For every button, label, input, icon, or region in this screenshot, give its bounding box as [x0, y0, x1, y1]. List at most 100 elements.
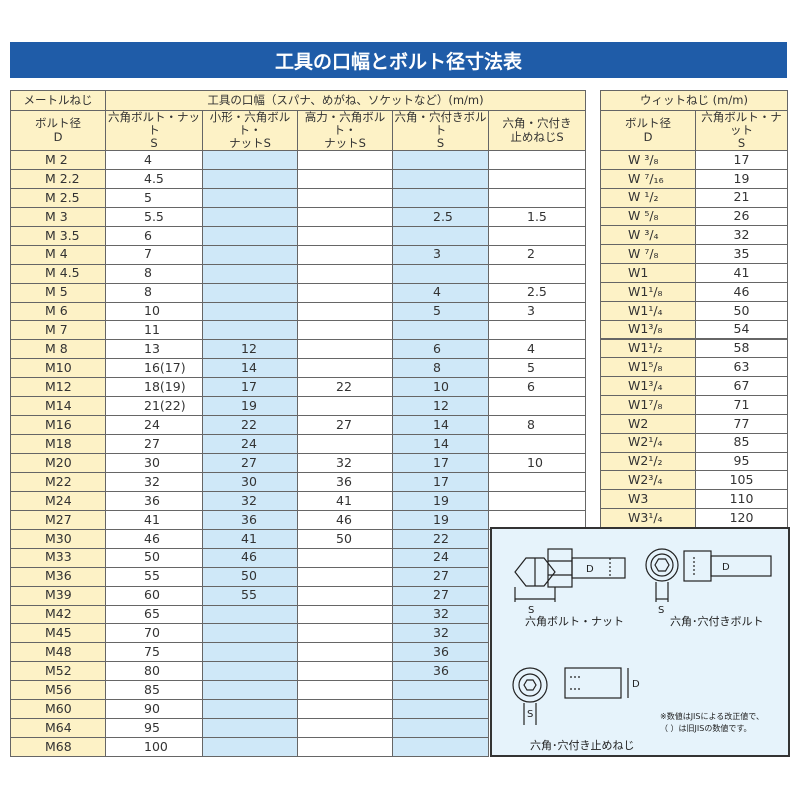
cell: 35: [695, 244, 788, 265]
row-header: M45: [10, 623, 106, 644]
cell: 7: [105, 244, 203, 265]
cell: [392, 168, 489, 189]
dimension-letter: D: [586, 564, 594, 575]
cell: 6: [105, 225, 203, 246]
cell: [392, 225, 489, 246]
cell: 14: [392, 434, 489, 454]
row-header: W2¹/₂: [600, 451, 696, 472]
cell: 3: [392, 244, 489, 265]
cell: 27: [105, 434, 203, 454]
row-header: M30: [10, 528, 106, 549]
row-header: M36: [10, 566, 106, 587]
cell: 36: [202, 509, 298, 530]
cell: 21(22): [105, 396, 203, 417]
row-header: W1⁷/₈: [600, 395, 696, 415]
cell: [297, 206, 393, 227]
cell: 54: [695, 319, 788, 340]
cell: 55: [202, 585, 298, 606]
diagram-label: 六角･穴付きボルト: [670, 614, 764, 628]
cell: 2: [488, 244, 586, 265]
cell: [488, 150, 586, 170]
cell: 24: [105, 415, 203, 436]
row-header: M 8: [10, 339, 106, 360]
cell: [488, 490, 586, 511]
row-header: M 5: [10, 282, 106, 303]
row-header: M 6: [10, 301, 106, 322]
cell: [392, 187, 489, 208]
row-header: W2¹/₄: [600, 432, 696, 453]
cell: [392, 263, 489, 284]
cell: 19: [695, 168, 788, 189]
socket-bolt-drawing: [645, 548, 772, 602]
cell: [202, 680, 298, 701]
row-header: M68: [10, 737, 106, 757]
cell: 24: [392, 547, 489, 568]
cell: 8: [105, 282, 203, 303]
cell: [297, 282, 393, 303]
cell: 6: [488, 377, 586, 398]
cell: [297, 680, 393, 701]
cell: 19: [202, 396, 298, 417]
cell: [202, 642, 298, 663]
cell: [202, 225, 298, 246]
cell: 90: [105, 699, 203, 720]
cell: 32: [392, 604, 489, 625]
cell: 22: [202, 415, 298, 436]
row-header: M 7: [10, 320, 106, 341]
row-header: M48: [10, 642, 106, 663]
cell: 50: [105, 547, 203, 568]
row-header: M64: [10, 718, 106, 739]
cell: 50: [695, 300, 788, 321]
cell: [202, 150, 298, 170]
cell: 3: [488, 301, 586, 322]
cell: 50: [297, 528, 393, 549]
row-header: W1⁵/₈: [600, 357, 696, 378]
row-header: W ⁵/₈: [600, 206, 696, 227]
cell: 60: [105, 585, 203, 606]
cell: 8: [105, 263, 203, 284]
cell: [488, 434, 586, 454]
cell: 8: [392, 358, 489, 379]
cell: 46: [105, 528, 203, 549]
row-header: M 4: [10, 244, 106, 265]
row-header: W3¹/₄: [600, 508, 696, 528]
cell: 32: [392, 623, 489, 644]
cell: [392, 320, 489, 341]
cell: [297, 187, 393, 208]
cell: 2.5: [488, 282, 586, 303]
cell: [297, 150, 393, 170]
cell: 27: [297, 415, 393, 436]
cell: [297, 566, 393, 587]
cell: 55: [105, 566, 203, 587]
hex-bolt-drawing: [514, 548, 626, 602]
cell: [202, 263, 298, 284]
row-header: W3: [600, 489, 696, 510]
cell: 32: [105, 471, 203, 492]
cell: 100: [105, 737, 203, 757]
cell: 110: [695, 489, 788, 510]
row-header: W1³/₄: [600, 376, 696, 397]
cell: 22: [297, 377, 393, 398]
cell: [202, 168, 298, 189]
row-header: W ³/₄: [600, 225, 696, 246]
cell: [202, 206, 298, 227]
cell: 36: [392, 642, 489, 663]
row-header: M18: [10, 434, 106, 454]
cell: 26: [695, 206, 788, 227]
group-header: 工具の口幅（スパナ、めがね、ソケットなど）(m/m): [105, 90, 586, 111]
cell: [392, 150, 489, 170]
note: ※数値はJISによる改正値で、: [660, 711, 764, 721]
row-header: M52: [10, 661, 106, 682]
cell: 41: [695, 263, 788, 283]
cell: [297, 301, 393, 322]
cell: 14: [392, 415, 489, 436]
cell: 19: [392, 490, 489, 511]
note: （ ）は旧JISの数値です。: [660, 723, 752, 733]
cell: 36: [392, 661, 489, 682]
cell: [202, 623, 298, 644]
row-header: M60: [10, 699, 106, 720]
cell: 77: [695, 413, 788, 434]
cell: 8: [488, 415, 586, 436]
cell: 85: [105, 680, 203, 701]
group-header: メートルねじ: [10, 90, 106, 111]
